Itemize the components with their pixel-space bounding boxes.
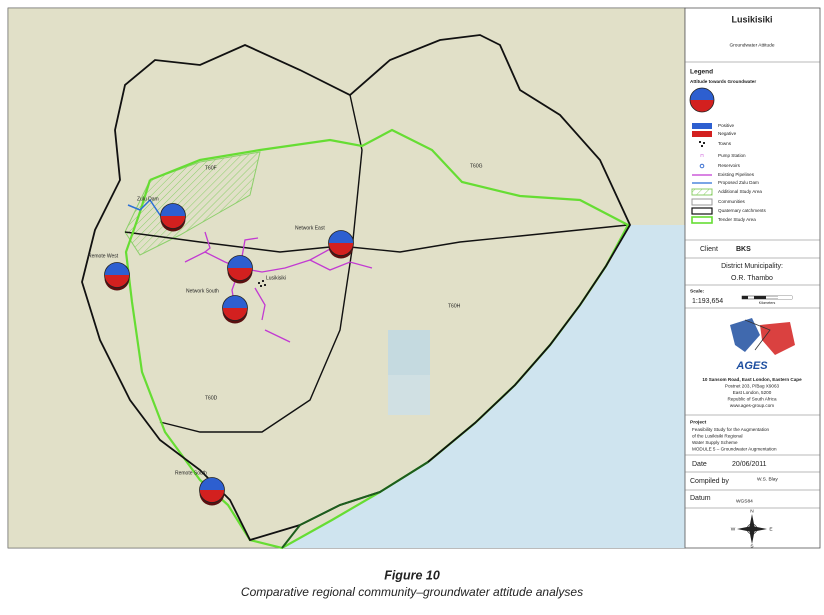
legend-item: Positive [718, 123, 735, 128]
map-label: Zulu Dam [137, 196, 159, 202]
pie-positive [160, 203, 186, 216]
svg-text:⊓: ⊓ [700, 153, 704, 158]
logo-text: AGES [735, 360, 768, 372]
project-line: Feasibility Study for the Augmentation [692, 427, 770, 432]
client-value: BKS [736, 246, 751, 253]
compass-label: E [769, 526, 772, 532]
map-label: Remote South [175, 470, 207, 476]
legend-item: Pump Station [718, 153, 746, 158]
sea-tile [388, 330, 430, 375]
compiled-value: W.S. Blay [757, 476, 778, 482]
pie-positive [199, 477, 225, 490]
project-line: Water Supply Scheme [692, 440, 738, 445]
pie-positive [328, 230, 354, 243]
project-line: of the Lusikisiki Regional [692, 434, 743, 439]
pie-outline [227, 255, 253, 281]
pie-negative [328, 243, 354, 256]
town [258, 280, 266, 287]
pie-positive [104, 262, 130, 275]
figure-caption: Comparative regional community–groundwat… [241, 585, 583, 599]
legend-item: Existing Pipelines [718, 172, 755, 177]
legend-item: Communities [718, 199, 746, 204]
compiled-label: Compiled by [690, 478, 729, 485]
datum-value: WGS84 [736, 498, 753, 504]
catchment-line [124, 224, 629, 253]
map-label: T60D [205, 395, 218, 401]
compass-label: S [750, 543, 753, 549]
compass-label: W [731, 526, 736, 532]
district-label: District Municipality: [721, 263, 783, 270]
pie-outline [328, 230, 354, 256]
pie-outline [160, 203, 186, 229]
date-value: 20/06/2011 [732, 461, 767, 468]
legend-pie [689, 87, 715, 113]
map-label: Lusikisiki [266, 275, 286, 281]
scale-label: Scale: [690, 288, 705, 294]
project-line: MODULE 5 – Groundwater Augmentation [692, 447, 777, 452]
pie-negative [104, 275, 130, 288]
legend-item: Tender Study Area [718, 217, 756, 222]
pie-negative [199, 490, 225, 503]
legend-symbols: ⊓ [691, 123, 713, 224]
scale-bar [741, 295, 793, 300]
scale-unit: Kilometers [759, 301, 776, 305]
map-label: Remote West [88, 253, 119, 259]
sea [282, 225, 685, 548]
datum-label: Datum [690, 495, 711, 502]
legend-item: Negative [718, 131, 737, 136]
figure-number: Figure 10 [384, 568, 440, 582]
legend-item: Proposed Zulu Dam [718, 180, 759, 185]
address-line: Republic of South Africa [727, 397, 776, 402]
date-label: Date [692, 461, 707, 468]
legend-item: Reservoirs [718, 163, 741, 168]
compass-label: N [750, 508, 754, 514]
district-value: O.R. Thambo [731, 275, 773, 282]
pie-positive [227, 255, 253, 268]
map-label: T60F [205, 165, 217, 171]
legend-subtitle: Attitude towards Groundwater [690, 79, 756, 84]
logo-graphic [730, 318, 795, 355]
map-label: Network South [186, 288, 219, 294]
panel-subtitle: Groundwater Attitude [729, 42, 774, 48]
map-label: T60G [470, 163, 483, 169]
coast-boundary [281, 461, 429, 549]
address-line: Postnet 203, P/Bag X9063 [725, 384, 780, 389]
pie-negative [227, 268, 253, 281]
pie-negative [222, 308, 248, 321]
address-line: 10 Sansom Road, East London, Eastern Cap… [702, 377, 802, 382]
map-label: T60H [448, 303, 461, 309]
map-panel: Lusikisiki Groundwater Attitude Legend A… [684, 7, 821, 549]
address-line: www.ages-group.com [730, 403, 774, 408]
pie-positive [222, 295, 248, 308]
panel-title: Lusikisiki [731, 14, 772, 24]
catchment-line [159, 94, 363, 433]
map-label: Network East [295, 225, 325, 231]
pie-outline [222, 295, 248, 321]
address-line: East London, 5200 [733, 390, 772, 395]
study-boundary [81, 34, 632, 542]
sea-tile [388, 375, 430, 415]
project-label: Project [690, 419, 707, 425]
compass [737, 514, 767, 544]
legend-item: Quaternary catchments [718, 208, 766, 213]
map: Zulu Dam Remote West Network East Lusiki… [7, 7, 686, 550]
legend-title: Legend [690, 69, 713, 76]
scale-value: 1:193,654 [692, 298, 723, 305]
pie-outline [104, 262, 130, 288]
pie-outline [199, 477, 225, 503]
panel-dividers [685, 61, 820, 509]
client-label: Client [700, 246, 718, 253]
legend-item: Towns [718, 141, 732, 146]
pie-negative [160, 216, 186, 229]
legend-item: Additional Study Area [718, 189, 762, 194]
